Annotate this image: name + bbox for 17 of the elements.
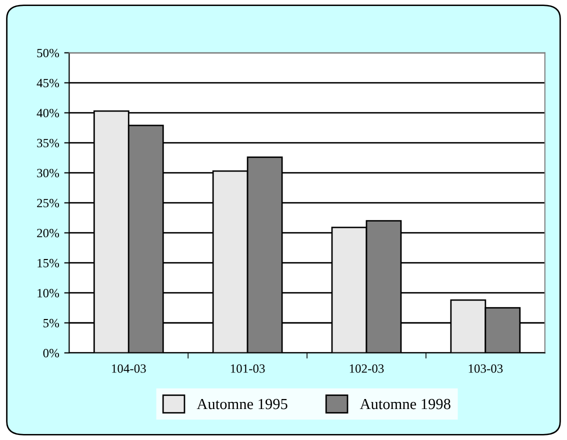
x-tick-label: 102-03: [350, 364, 384, 373]
y-tick-label: 35%: [37, 138, 60, 148]
x-tick-label: 103-03: [468, 364, 503, 373]
y-tick-label: 40%: [36, 108, 60, 118]
y-tick-label: 45%: [36, 78, 60, 88]
x-tick-label: 104-03: [112, 364, 146, 373]
x-tick-label: 101-03: [230, 364, 265, 373]
y-tick-label: 5%: [44, 318, 60, 328]
y-tick-label: 15%: [38, 258, 60, 268]
y-tick-label: 0%: [43, 348, 60, 358]
legend-label: Automne 1995: [196, 398, 288, 410]
y-tick-label: 20%: [37, 228, 60, 238]
y-tick-label: 50%: [37, 48, 60, 58]
y-tick-label: 10%: [38, 288, 60, 298]
y-tick-label: 25%: [37, 198, 60, 208]
y-tick-label: 30%: [37, 168, 60, 178]
legend-label: Automne 1998: [360, 398, 450, 410]
